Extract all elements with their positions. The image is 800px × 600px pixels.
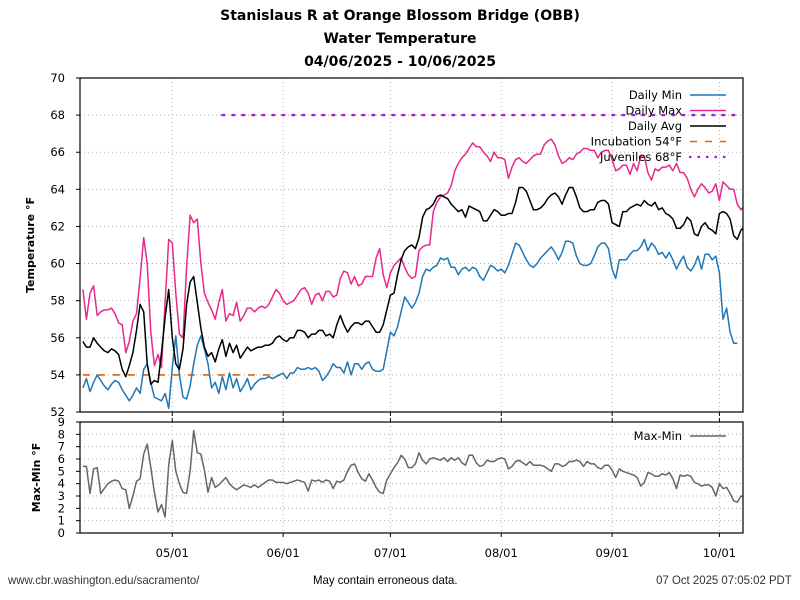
xtick-label: 07/01: [374, 546, 407, 560]
ytick-label-upper: 60: [50, 257, 65, 271]
ytick-label-lower: 0: [58, 526, 65, 540]
y-axis-label-upper: Temperature °F: [24, 197, 37, 293]
ytick-label-upper: 52: [50, 405, 65, 419]
ytick-label-upper: 56: [50, 331, 65, 345]
upper-plot-frame: [79, 77, 744, 413]
lower-plot-frame: [79, 421, 744, 534]
legend-daily-max-label: Daily Max: [625, 104, 682, 118]
ytick-label-lower: 8: [58, 427, 65, 441]
legend-daily-avg-label: Daily Avg: [628, 119, 682, 133]
ytick-label-upper: 54: [50, 368, 65, 382]
footer-disclaimer: May contain erroneous data.: [313, 573, 458, 587]
xtick-label: 08/01: [485, 546, 518, 560]
ytick-label-lower: 3: [58, 489, 65, 503]
y-axis-label-lower: Max-Min °F: [30, 443, 43, 512]
ytick-label-lower: 4: [58, 477, 65, 491]
max-min-line: [82, 429, 743, 518]
footer-timestamp: 07 Oct 2025 07:05:02 PDT: [656, 573, 792, 587]
xtick-label: 05/01: [156, 546, 189, 560]
ytick-label-upper: 68: [50, 108, 65, 122]
ytick-label-lower: 6: [58, 452, 65, 466]
legend-incubation-label: Incubation 54°F: [591, 135, 682, 149]
legend-juveniles-label: Juveniles 68°F: [599, 150, 682, 164]
legend-max-min-label: Max-Min: [634, 429, 682, 443]
chart-subtitle: Water Temperature: [323, 31, 477, 47]
ytick-label-upper: 62: [50, 219, 65, 233]
xtick-label: 09/01: [596, 546, 629, 560]
ytick-label-lower: 2: [58, 501, 65, 515]
daily-min-line: [82, 238, 738, 410]
ytick-label-upper: 64: [50, 182, 65, 196]
xtick-label: 06/01: [267, 546, 300, 560]
chart-date-range: 04/06/2025 - 10/06/2025: [304, 54, 496, 70]
ytick-label-lower: 5: [58, 464, 65, 478]
ytick-label-lower: 7: [58, 440, 65, 454]
ytick-label-lower: 9: [58, 415, 65, 429]
daily-avg-line: [82, 186, 743, 385]
ytick-label-upper: 70: [50, 71, 65, 85]
legend-daily-min-label: Daily Min: [629, 88, 682, 102]
ytick-label-upper: 58: [50, 294, 65, 308]
footer-url-link[interactable]: www.cbr.washington.edu/sacramento/: [8, 573, 200, 587]
chart-title: Stanislaus R at Orange Blossom Bridge (O…: [220, 8, 580, 24]
daily-max-line: [82, 138, 743, 369]
ytick-label-lower: 1: [58, 514, 65, 528]
xtick-label: 10/01: [703, 546, 736, 560]
ytick-label-upper: 66: [50, 145, 65, 159]
